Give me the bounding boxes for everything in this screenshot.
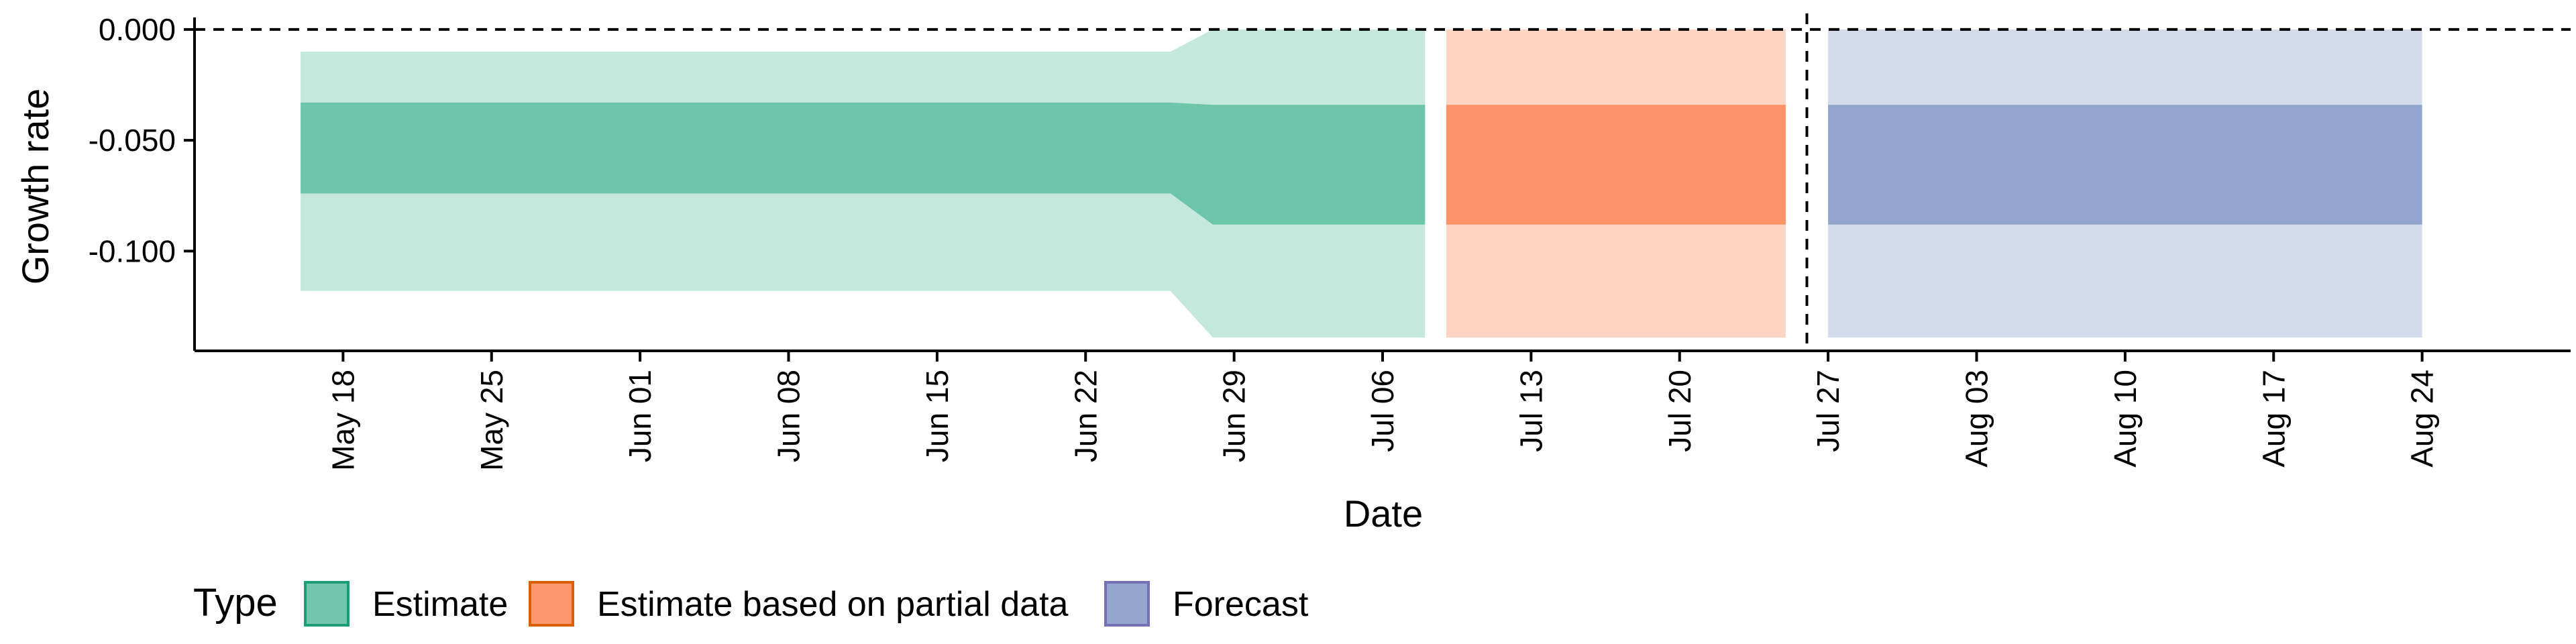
- reference-lines: [195, 13, 2571, 351]
- x-tick-label: Jul 06: [1365, 370, 1400, 452]
- ribbon-50-0: [301, 102, 1426, 225]
- x-tick-label: Jun 22: [1068, 370, 1103, 462]
- x-tick-label: Jun 15: [920, 370, 955, 462]
- ribbon-50-1: [1446, 105, 1786, 225]
- x-tick-label: Jul 13: [1513, 370, 1548, 452]
- legend: Type Estimate Estimate based on partial d…: [193, 581, 1309, 627]
- x-axis-ticks: May 18 May 25 Jun 01 Jun 08 Jun 15 Jun 22 Jun …: [325, 351, 2440, 471]
- legend-item-label: Forecast: [1173, 585, 1309, 624]
- y-tick-label: -0.050: [89, 123, 176, 158]
- legend-item-label: Estimate based on partial data: [597, 585, 1069, 624]
- x-tick-label: Aug 10: [2108, 370, 2143, 468]
- x-tick-label: Jul 20: [1662, 370, 1697, 452]
- y-axis-title: Growth rate: [14, 89, 56, 285]
- legend-key-swatch: [1104, 581, 1150, 627]
- x-tick-label: Jun 29: [1217, 370, 1252, 462]
- y-tick-label: -0.100: [89, 233, 176, 268]
- x-tick-label: Aug 24: [2405, 370, 2440, 468]
- legend-title: Type: [193, 581, 278, 625]
- x-tick-label: Aug 17: [2256, 370, 2291, 468]
- y-tick-label: 0.000: [99, 12, 176, 47]
- x-tick-label: Jun 01: [623, 370, 657, 462]
- x-tick-label: Aug 03: [1960, 370, 1994, 468]
- y-axis-ticks: 0.000 -0.050 -0.100: [89, 12, 195, 268]
- legend-key-swatch: [529, 581, 574, 627]
- legend-key-swatch: [304, 581, 350, 627]
- ribbon-layer: [301, 29, 2422, 338]
- x-tick-label: May 25: [474, 370, 509, 471]
- x-tick-label: Jun 08: [771, 370, 806, 462]
- x-tick-label: Jul 27: [1811, 370, 1845, 452]
- ribbon-50-2: [1828, 105, 2422, 225]
- x-axis-title: Date: [1344, 492, 1423, 535]
- x-tick-label: May 18: [325, 370, 360, 471]
- legend-item-label: Estimate: [372, 585, 508, 624]
